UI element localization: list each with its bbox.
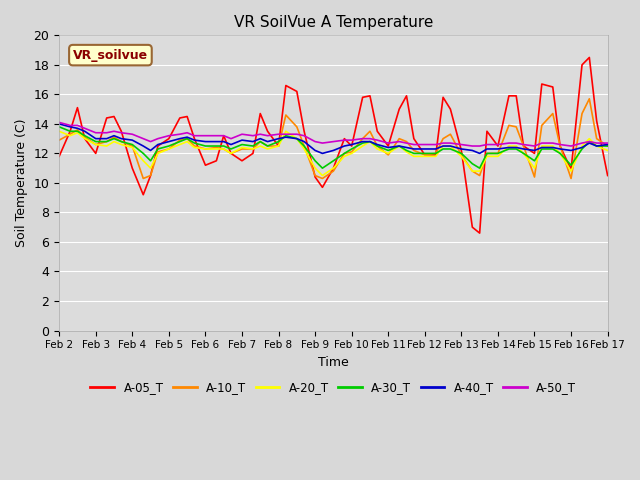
A-10_T [396, 136, 403, 142]
A-50_T [538, 140, 546, 146]
A-10_T [604, 143, 611, 149]
A-20_T [396, 143, 403, 149]
X-axis label: Time: Time [318, 356, 349, 369]
A-30_T [249, 143, 257, 149]
A-50_T [165, 133, 173, 139]
A-30_T [359, 140, 367, 146]
A-05_T [183, 114, 191, 120]
Line: A-10_T: A-10_T [59, 99, 607, 179]
A-50_T [249, 133, 257, 139]
A-20_T [249, 146, 257, 152]
A-10_T [176, 137, 184, 143]
A-05_T [348, 143, 355, 149]
A-40_T [359, 139, 367, 144]
A-50_T [468, 143, 476, 149]
A-30_T [319, 165, 326, 171]
A-30_T [183, 136, 191, 142]
A-40_T [538, 144, 546, 150]
A-40_T [319, 151, 326, 156]
A-10_T [359, 136, 367, 142]
A-50_T [348, 137, 355, 143]
A-10_T [55, 137, 63, 143]
A-20_T [604, 147, 611, 153]
A-05_T [476, 230, 483, 236]
A-50_T [183, 130, 191, 136]
A-40_T [249, 139, 257, 144]
A-10_T [257, 139, 264, 144]
A-30_T [604, 143, 611, 149]
A-05_T [165, 136, 173, 142]
Line: A-50_T: A-50_T [59, 122, 607, 146]
A-50_T [604, 140, 611, 146]
Legend: A-05_T, A-10_T, A-20_T, A-30_T, A-40_T, A-50_T: A-05_T, A-10_T, A-20_T, A-30_T, A-40_T, … [86, 376, 581, 398]
A-20_T [55, 128, 63, 134]
A-05_T [538, 81, 546, 87]
A-40_T [604, 142, 611, 147]
Line: A-20_T: A-20_T [59, 131, 607, 176]
A-30_T [396, 143, 403, 149]
A-50_T [55, 120, 63, 125]
A-20_T [165, 146, 173, 152]
A-50_T [385, 140, 392, 146]
A-05_T [586, 55, 593, 60]
A-20_T [319, 173, 326, 179]
Line: A-05_T: A-05_T [59, 58, 607, 233]
A-05_T [55, 154, 63, 159]
Text: VR_soilvue: VR_soilvue [73, 48, 148, 61]
A-20_T [359, 143, 367, 149]
A-40_T [165, 139, 173, 144]
A-40_T [55, 121, 63, 127]
Y-axis label: Soil Temperature (C): Soil Temperature (C) [15, 119, 28, 247]
A-30_T [165, 143, 173, 149]
Title: VR SoilVue A Temperature: VR SoilVue A Temperature [234, 15, 433, 30]
A-05_T [604, 173, 611, 179]
Line: A-30_T: A-30_T [59, 127, 607, 168]
A-10_T [140, 176, 147, 181]
A-05_T [249, 151, 257, 156]
A-20_T [538, 143, 546, 149]
A-10_T [586, 96, 593, 102]
Line: A-40_T: A-40_T [59, 124, 607, 154]
A-05_T [385, 143, 392, 149]
A-20_T [183, 139, 191, 144]
A-30_T [538, 146, 546, 152]
A-10_T [191, 143, 198, 149]
A-40_T [183, 134, 191, 140]
A-10_T [538, 122, 546, 128]
A-40_T [396, 143, 403, 149]
A-30_T [55, 124, 63, 130]
